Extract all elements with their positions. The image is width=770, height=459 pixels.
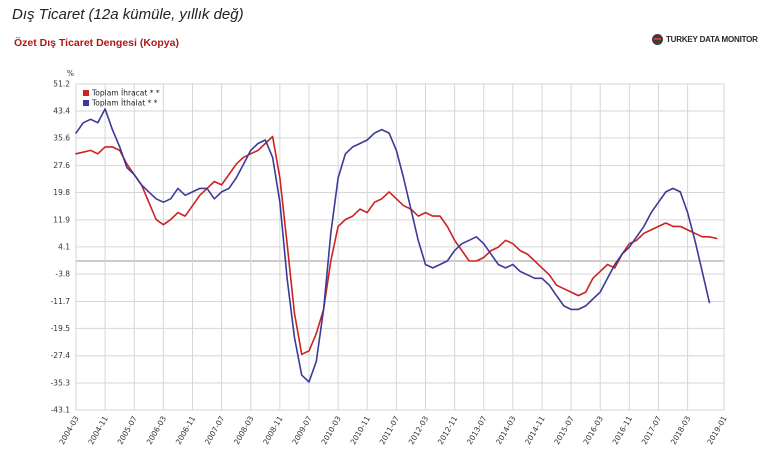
x-tick-label: 2014-03 — [494, 414, 518, 446]
page-caption: Dış Ticaret (12a kümüle, yıllık değ) — [12, 6, 244, 23]
x-tick-label: 2015-07 — [552, 414, 576, 446]
x-tick-label: 2008-03 — [232, 414, 256, 446]
x-tick-label: 2013-07 — [465, 414, 489, 446]
y-axis-label: % — [67, 69, 74, 78]
y-tick-label: 4.1 — [58, 242, 70, 251]
y-tick-label: -43.1 — [51, 406, 71, 415]
series-lines — [75, 108, 718, 383]
y-tick-label: -27.4 — [51, 351, 71, 360]
x-tick-label: 2016-03 — [581, 414, 605, 446]
legend-label: Toplam İhracat * * — [91, 89, 160, 98]
x-tick-label: 2019-01 — [705, 414, 729, 446]
x-tick-label: 2016-11 — [611, 414, 635, 446]
brand-name: TURKEY DATA MONITOR — [666, 35, 758, 44]
y-tick-label: 19.8 — [53, 188, 70, 197]
y-tick-label: 51.2 — [53, 80, 70, 89]
legend-swatch — [83, 90, 89, 96]
y-axis-ticks: 51.2 43.4 35.6 27.6 19.8 11.9 4.1 -3.8 -11.7 -19.… — [51, 80, 71, 415]
x-tick-label: 2009-07 — [290, 414, 314, 446]
y-tick-label: 35.6 — [53, 133, 70, 142]
y-tick-label: -11.7 — [51, 297, 71, 306]
y-tick-label: -19.5 — [51, 324, 71, 333]
y-tick-label: -35.3 — [51, 379, 71, 388]
x-tick-label: 2012-11 — [436, 414, 460, 446]
x-tick-label: 2018-03 — [669, 414, 693, 446]
x-tick-label: 2012-03 — [407, 414, 431, 446]
x-tick-label: 2017-07 — [640, 414, 664, 446]
x-tick-label: 2010-11 — [349, 414, 373, 446]
x-tick-label: 2010-03 — [319, 414, 343, 446]
x-tick-label: 2007-07 — [203, 414, 227, 446]
legend-swatch — [83, 100, 89, 106]
x-tick-label: 2005-07 — [116, 414, 140, 446]
x-tick-label: 2014-11 — [523, 414, 547, 446]
x-tick-label: 2008-11 — [261, 414, 285, 446]
y-tick-label: 27.6 — [53, 161, 70, 170]
chart-title: Özet Dış Ticaret Dengesi (Kopya) — [14, 37, 179, 49]
grid-lines — [75, 83, 725, 411]
legend: Toplam İhracat * *Toplam İthalat * * — [83, 89, 160, 108]
x-tick-label: 2004-03 — [57, 414, 81, 446]
y-tick-label: -3.8 — [55, 270, 70, 279]
x-tick-label: 2004-11 — [86, 414, 110, 446]
series-line-import — [75, 108, 711, 383]
globe-icon — [652, 34, 663, 45]
brand-logo: TURKEY DATA MONITOR — [652, 34, 758, 45]
series-line-export — [75, 135, 718, 356]
x-tick-label: 2011-07 — [378, 414, 402, 446]
x-tick-label: 2006-11 — [174, 414, 198, 446]
y-tick-label: 11.9 — [53, 215, 70, 224]
x-axis-ticks: 2004-03 2004-11 2005-07 2006-03 2006-11 2007-… — [57, 414, 729, 446]
legend-label: Toplam İthalat * * — [91, 99, 158, 108]
y-tick-label: 43.4 — [53, 106, 70, 115]
x-tick-label: 2006-03 — [145, 414, 169, 446]
